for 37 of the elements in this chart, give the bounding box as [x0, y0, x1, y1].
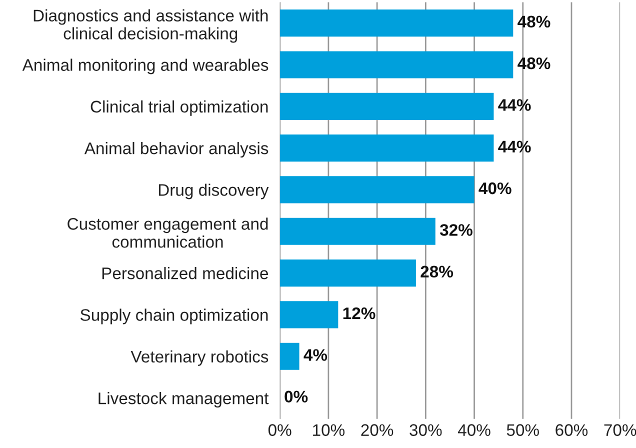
y-tick-label: Livestock management: [98, 392, 269, 408]
y-tick-label: Drug discovery: [158, 184, 269, 200]
data-label: 48%: [518, 57, 550, 70]
data-label: 12%: [343, 307, 376, 320]
x-tick-label: 60%: [556, 424, 588, 436]
y-tick-label: Animal behavior analysis: [84, 142, 268, 158]
data-label: 0%: [284, 390, 308, 403]
x-tick-label: 10%: [313, 424, 345, 436]
y-tick-label: Veterinary robotics: [130, 350, 268, 366]
bar: [280, 10, 514, 37]
y-tick-label: Personalized medicine: [102, 267, 268, 280]
x-tick-label: 40%: [458, 424, 490, 436]
bar: [280, 176, 474, 204]
y-tick-label: Diagnostics and assistance with clinical decision-making: [34, 9, 268, 43]
bar: [280, 134, 494, 162]
x-tick-label: 70%: [604, 424, 636, 436]
x-tick-label: 20%: [361, 424, 394, 436]
data-label: 44%: [498, 140, 531, 153]
bar: [280, 260, 416, 287]
bar: [280, 92, 494, 120]
bar: [280, 51, 514, 78]
x-tick-label: 30%: [410, 424, 442, 436]
bar: [280, 342, 300, 370]
data-label: 32%: [440, 224, 472, 236]
data-label: 48%: [518, 16, 550, 28]
y-tick-label: Animal monitoring and wearables: [22, 58, 268, 74]
bar: [280, 218, 436, 245]
data-label: 40%: [478, 182, 512, 194]
y-tick-label: Clinical trial optimization: [90, 100, 268, 116]
data-label: 44%: [498, 99, 531, 111]
y-tick-label: Supply chain optimization: [80, 308, 268, 324]
bar: [280, 301, 338, 328]
y-tick-label: Customer engagement and communication: [68, 218, 268, 248]
data-label: 4%: [304, 349, 328, 361]
x-tick-label: 50%: [506, 424, 539, 436]
data-label: 28%: [420, 266, 454, 278]
x-tick-label: 0%: [268, 424, 292, 436]
